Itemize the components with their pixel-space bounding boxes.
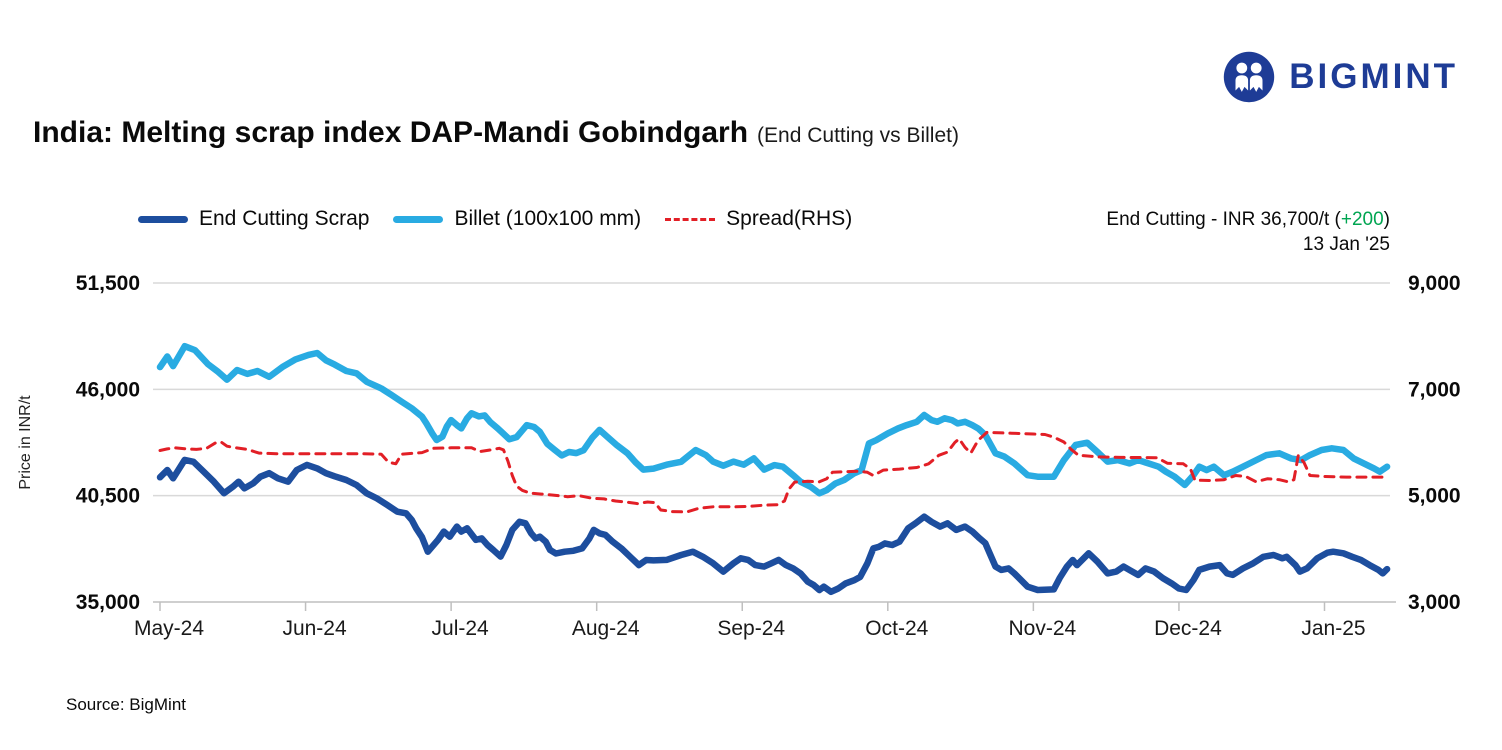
chart-title-row: India: Melting scrap index DAP-Mandi Gob…	[33, 116, 959, 150]
page-subtitle: (End Cutting vs Billet)	[757, 124, 959, 147]
x-tick-label: Aug-24	[572, 617, 640, 640]
billet-line	[156, 342, 1391, 497]
y-right-tick-label: 9,000	[1408, 272, 1461, 295]
legend-label-billet: Billet (100x100 mm)	[454, 207, 642, 230]
x-tick-label: Jun-24	[282, 617, 347, 640]
end-cutting-line-swatch	[138, 215, 188, 223]
x-tick-label: Oct-24	[865, 617, 928, 640]
x-tick-label: Sep-24	[717, 617, 785, 640]
annotation-text: End Cutting - INR 36,700/t (	[1106, 209, 1341, 230]
spread-line-swatch	[665, 217, 716, 221]
x-tick-label: Jan-25	[1301, 617, 1365, 640]
y-axis-title: Price in INR/t	[17, 395, 34, 490]
page-title: India: Melting scrap index DAP-Mandi Gob…	[33, 116, 749, 149]
legend: End Cutting Scrap Billet (100x100 mm) Sp…	[138, 207, 852, 231]
latest-price-annotation: End Cutting - INR 36,700/t (+200) 13 Jan…	[1106, 207, 1390, 257]
legend-item-spread: Spread(RHS)	[665, 207, 852, 231]
billet-line-swatch	[393, 215, 444, 223]
annotation-date: 13 Jan '25	[1302, 234, 1390, 255]
y-left-tick-label: 46,000	[76, 378, 140, 401]
y-left-tick-label: 35,000	[76, 591, 140, 614]
legend-label-spread: Spread(RHS)	[726, 207, 853, 230]
y-right-tick-label: 5,000	[1408, 485, 1461, 508]
bigmint-logo: BIGMINT	[1222, 50, 1458, 104]
source-text: Source: BigMint	[66, 695, 186, 714]
legend-item-billet: Billet (100x100 mm)	[393, 207, 641, 231]
x-tick-label: Dec-24	[1154, 617, 1222, 640]
y-right-tick-label: 7,000	[1408, 378, 1461, 401]
annotation-change-value: +200	[1340, 209, 1384, 230]
y-left-tick-label: 51,500	[76, 272, 140, 295]
legend-label-end-cutting: End Cutting Scrap	[199, 207, 370, 230]
x-tick-label: Jul-24	[432, 617, 490, 640]
x-tick-label: Nov-24	[1009, 617, 1077, 640]
annotation-line1: End Cutting - INR 36,700/t (+200)	[1106, 207, 1390, 232]
y-left-tick-label: 40,500	[76, 485, 140, 508]
y-right-tick-label: 3,000	[1408, 591, 1461, 614]
legend-item-end-cutting: End Cutting Scrap	[138, 207, 369, 231]
end-cutting-line	[156, 456, 1391, 596]
annotation-close-paren: )	[1383, 209, 1390, 230]
x-tick-label: May-24	[134, 617, 204, 640]
bigmint-people-icon	[1224, 51, 1275, 103]
bigmint-logo-text: BIGMINT	[1289, 57, 1458, 96]
spread-line	[158, 430, 1389, 514]
